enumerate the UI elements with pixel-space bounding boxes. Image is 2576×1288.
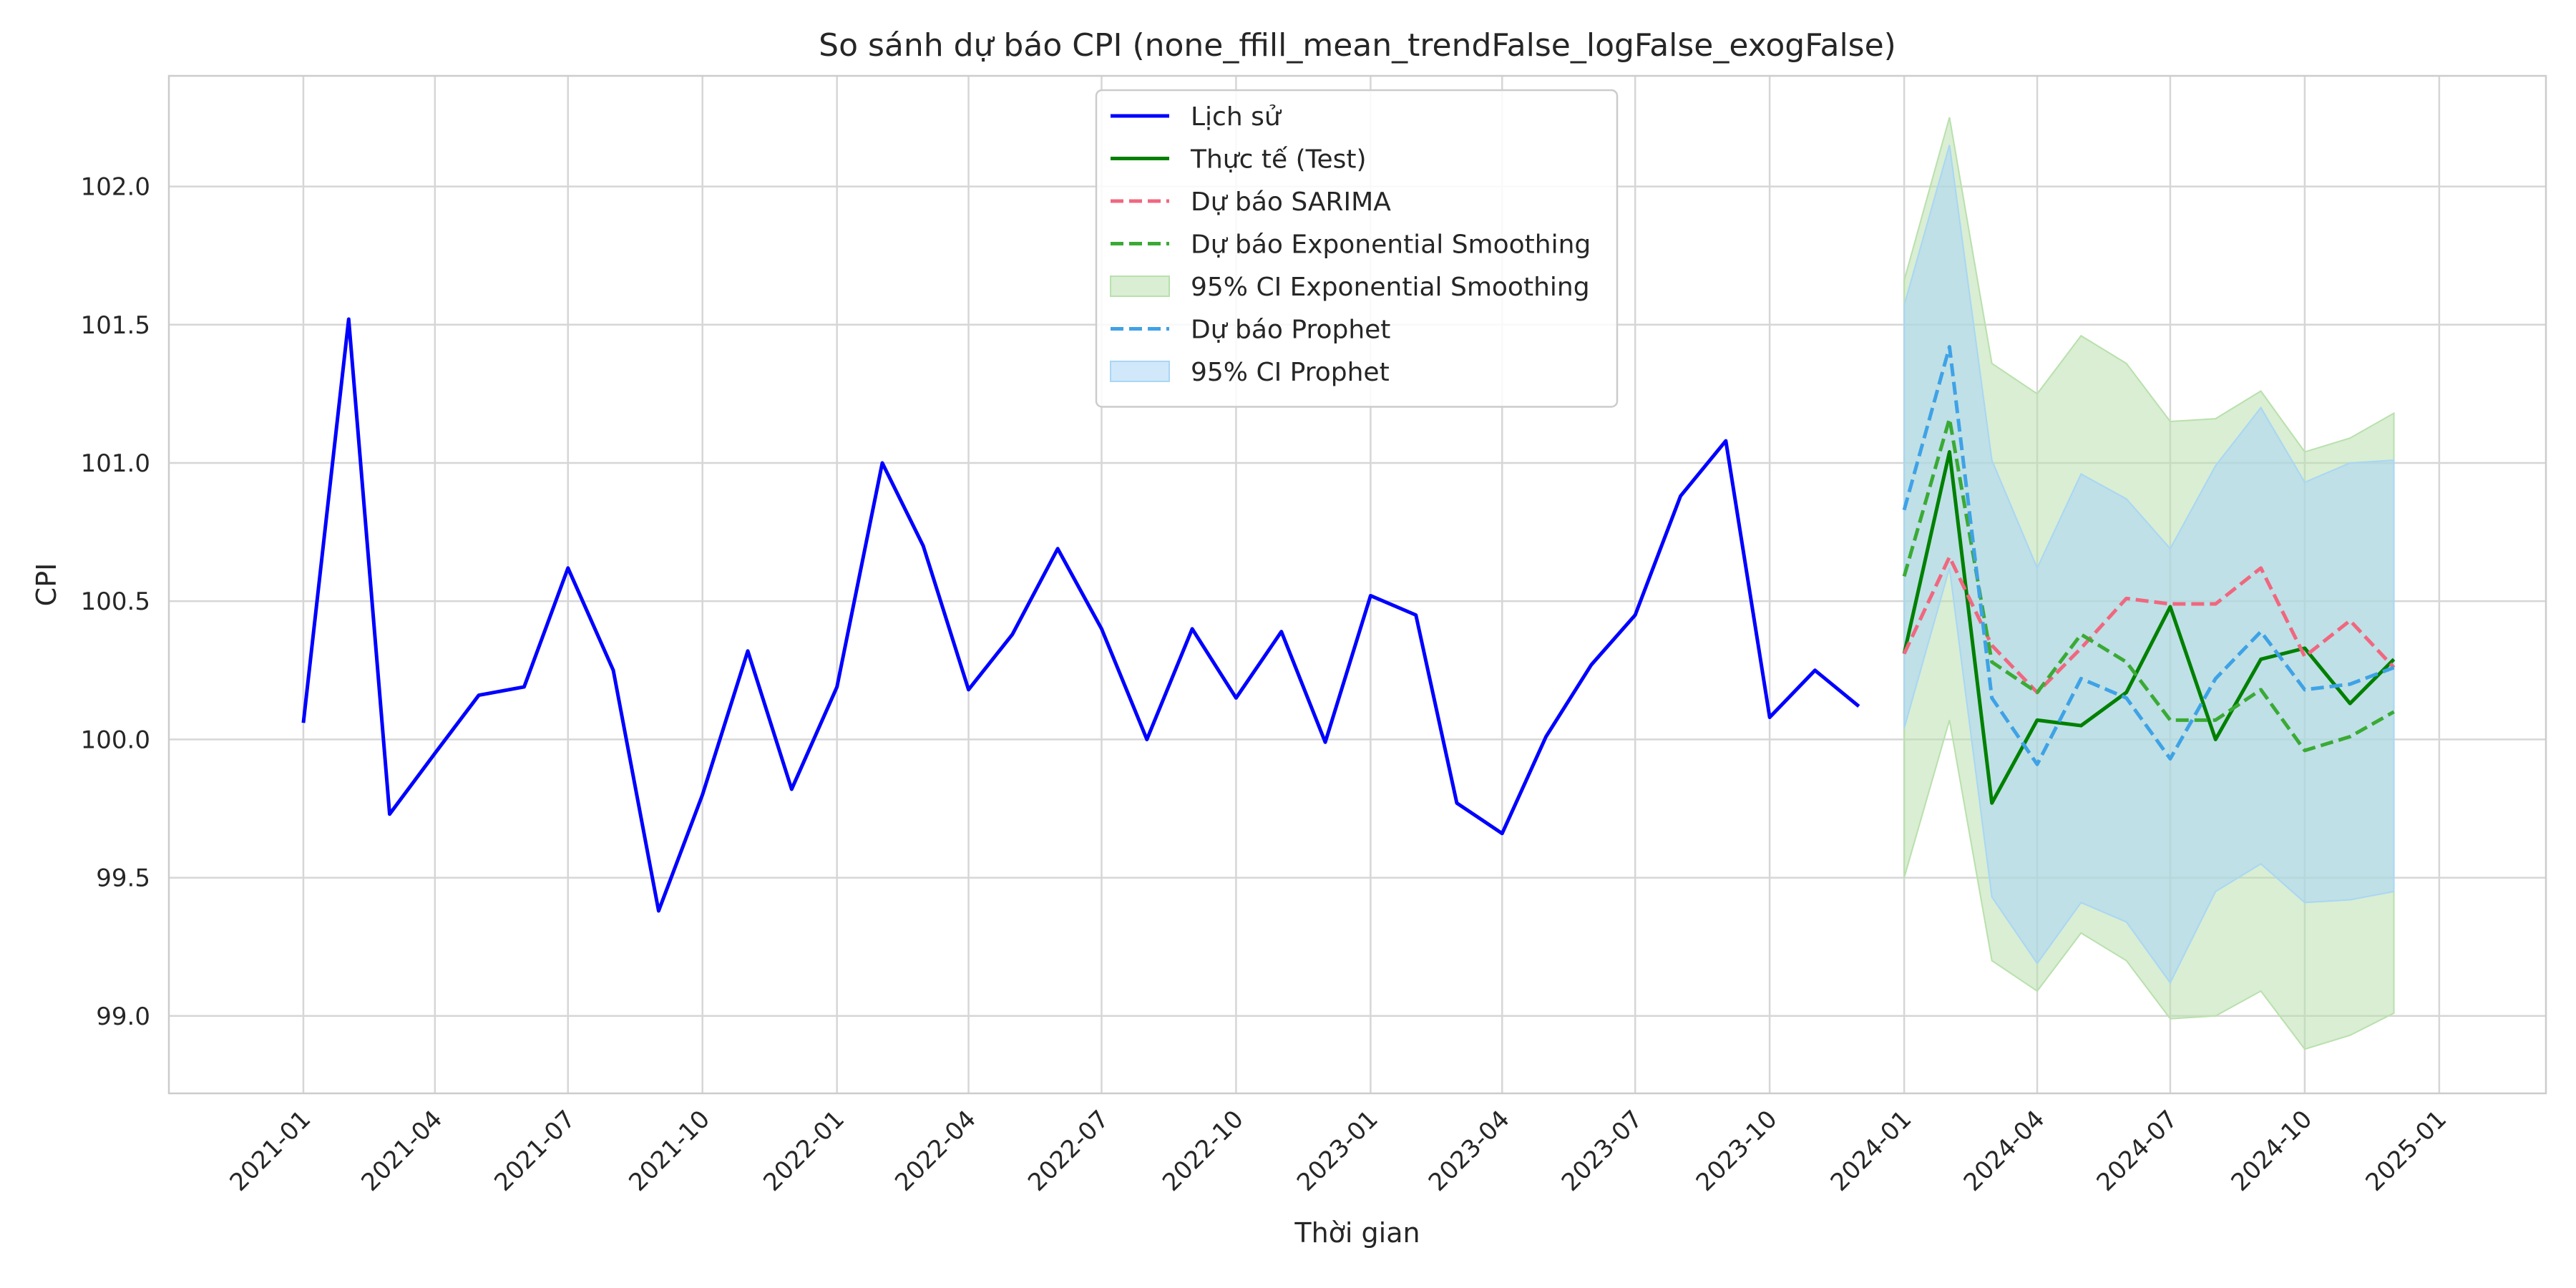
x-tick-label: 2023-10 [1691, 1105, 1783, 1197]
y-tick-label: 101.5 [81, 311, 150, 340]
legend-label: Lịch sử [1191, 102, 1282, 132]
legend: Lịch sử Thực tế (Test) Dự báo SARIMA Dự báo… [1095, 89, 1619, 408]
ci-band-1 [1903, 145, 2395, 985]
series-lines [301, 317, 2396, 913]
y-tick-label: 100.0 [81, 726, 150, 754]
x-tick-label: 2022-01 [758, 1105, 850, 1197]
series-line-0 [301, 317, 1860, 913]
legend-swatch [1110, 361, 1170, 382]
x-tick-label: 2024-04 [1958, 1105, 2051, 1197]
y-tick-label: 101.0 [81, 449, 150, 478]
legend-label: 95% CI Prophet [1191, 358, 1390, 387]
confidence-bands [1903, 117, 2395, 1050]
series-line-3 [1902, 416, 2395, 753]
y-tick-label: 99.5 [96, 864, 150, 893]
x-tick-label: 2022-10 [1157, 1105, 1249, 1197]
y-axis-title: CPI [31, 563, 62, 607]
x-tick-label: 2024-10 [2226, 1105, 2318, 1197]
y-tick-labels: 99.0 99.5 100.0 100.5 101.0 101.5 102.0 [81, 173, 150, 1031]
y-tick-label: 102.0 [81, 173, 150, 202]
y-tick-label: 99.0 [96, 1002, 150, 1031]
legend-label: 95% CI Exponential Smoothing [1191, 273, 1590, 302]
x-tick-labels: 2021-01 2021-04 2021-07 2021-10 2022-01 2022-… [225, 1105, 2453, 1197]
series-line-4 [1902, 345, 2395, 766]
x-tick-label: 2025-01 [2360, 1105, 2452, 1197]
x-tick-label: 2021-10 [623, 1105, 716, 1197]
legend-swatch [1110, 275, 1170, 297]
x-tick-label: 2021-07 [489, 1105, 581, 1197]
x-tick-label: 2023-07 [1556, 1105, 1649, 1197]
legend-label: Dự báo Prophet [1191, 316, 1390, 345]
legend-label: Dự báo Exponential Smoothing [1191, 230, 1591, 260]
series-line-1 [1902, 450, 2396, 805]
x-tick-label: 2021-04 [356, 1105, 448, 1197]
x-tick-label: 2021-01 [225, 1105, 317, 1197]
x-tick-label: 2022-04 [889, 1105, 982, 1197]
x-tick-label: 2023-04 [1423, 1105, 1516, 1197]
legend-label: Dự báo SARIMA [1191, 187, 1391, 217]
x-axis-title: Thời gian [1294, 1217, 1420, 1249]
legend-label: Thực tế (Test) [1190, 145, 1367, 175]
x-tick-label: 2022-07 [1023, 1105, 1115, 1197]
legend-frame [1095, 89, 1619, 408]
x-tick-label: 2024-07 [2092, 1105, 2184, 1197]
plot-frame [167, 74, 2547, 1095]
y-tick-label: 100.5 [81, 587, 150, 616]
chart-title: So sánh dự báo CPI (none_ffill_mean_tren… [819, 27, 1896, 64]
x-tick-label: 2023-01 [1292, 1105, 1384, 1197]
x-tick-label: 2024-01 [1825, 1105, 1918, 1197]
